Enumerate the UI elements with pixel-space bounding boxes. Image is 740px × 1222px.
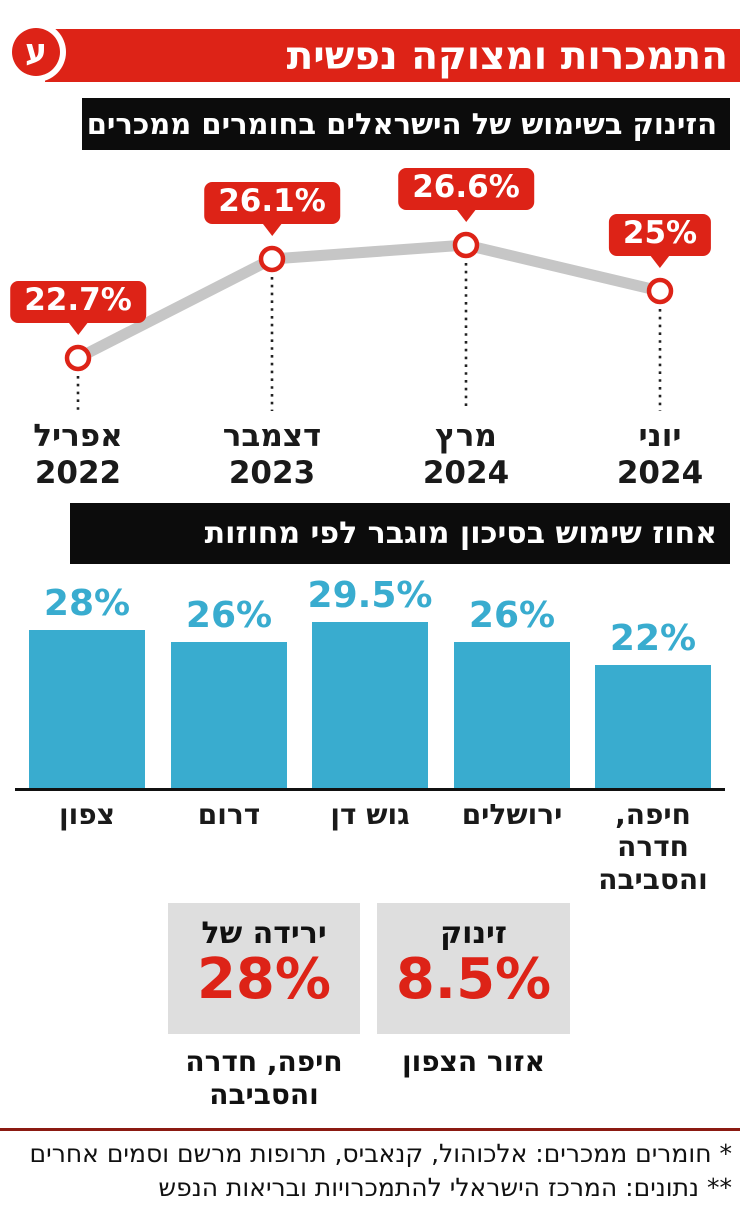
bar-category-label: חיפה, חדרה והסביבה — [598, 798, 708, 896]
bar-value-label: 26% — [468, 595, 556, 636]
highlight-value: 8.5% — [395, 947, 552, 1012]
highlight-prefix: ירידה של — [201, 916, 327, 951]
bar-chart-title: אחוז שימוש בסיכון מוגבר לפי מחוזות — [70, 503, 730, 564]
data-point-marker — [452, 231, 480, 259]
bar-5 — [595, 665, 711, 790]
data-point-marker — [646, 277, 674, 305]
trend-line — [72, 239, 666, 364]
callout-label: 26.6% — [398, 168, 534, 210]
bar-2 — [171, 642, 287, 790]
title-banner: התמכרות ומצוקה נפשית — [45, 29, 740, 82]
data-point-marker — [258, 245, 286, 273]
bar-value-label: 29.5% — [307, 575, 433, 616]
brand-logo-icon: ע — [12, 28, 60, 76]
data-point-marker — [64, 344, 92, 372]
bar-4 — [454, 642, 570, 790]
line-chart-title: הזינוק בשימוש של הישראלים בחומרים ממכרים — [82, 98, 730, 150]
footer-divider — [0, 1128, 740, 1131]
callout-label: 25% — [608, 214, 712, 256]
highlight-prefix: זינוק — [440, 916, 507, 951]
bar-chart-axis — [15, 788, 725, 791]
highlight-caption-north: אזור הצפון — [402, 1045, 545, 1078]
highlight-box-north: זינוק 8.5% — [377, 903, 570, 1034]
x-axis-label: אפריל 2022 — [33, 418, 123, 492]
bar-value-label: 22% — [609, 618, 697, 659]
bar-3 — [312, 622, 428, 790]
bar-value-label: 28% — [43, 583, 131, 624]
highlight-value: 28% — [196, 947, 332, 1012]
callout-label: 22.7% — [10, 281, 146, 323]
highlight-caption-haifa: חיפה, חדרה והסביבה — [185, 1045, 343, 1112]
bar-value-label: 26% — [185, 595, 273, 636]
x-axis-label: מרץ 2024 — [422, 418, 510, 492]
bar-category-label: ירושלים — [461, 798, 563, 831]
footnote-source: ** נתונים: המרכז הישראלי להתמכרויות וברי… — [158, 1173, 732, 1202]
x-axis-label: דצמבר 2023 — [222, 418, 322, 492]
x-axis-label: יוני 2024 — [616, 418, 704, 492]
bar-1 — [29, 630, 145, 790]
bar-category-label: גוש דן — [330, 798, 410, 831]
bar-category-label: צפון — [59, 798, 115, 831]
bar-category-label: דרום — [197, 798, 261, 831]
highlight-box-haifa: ירידה של 28% — [168, 903, 360, 1034]
callout-label: 26.1% — [204, 182, 340, 224]
page-title: התמכרות ומצוקה נפשית — [286, 34, 728, 79]
footnote-substances: * חומרים ממכרים: אלכוהול, קנאביס, תרופות… — [29, 1139, 732, 1168]
line-chart-canvas — [64, 231, 674, 411]
